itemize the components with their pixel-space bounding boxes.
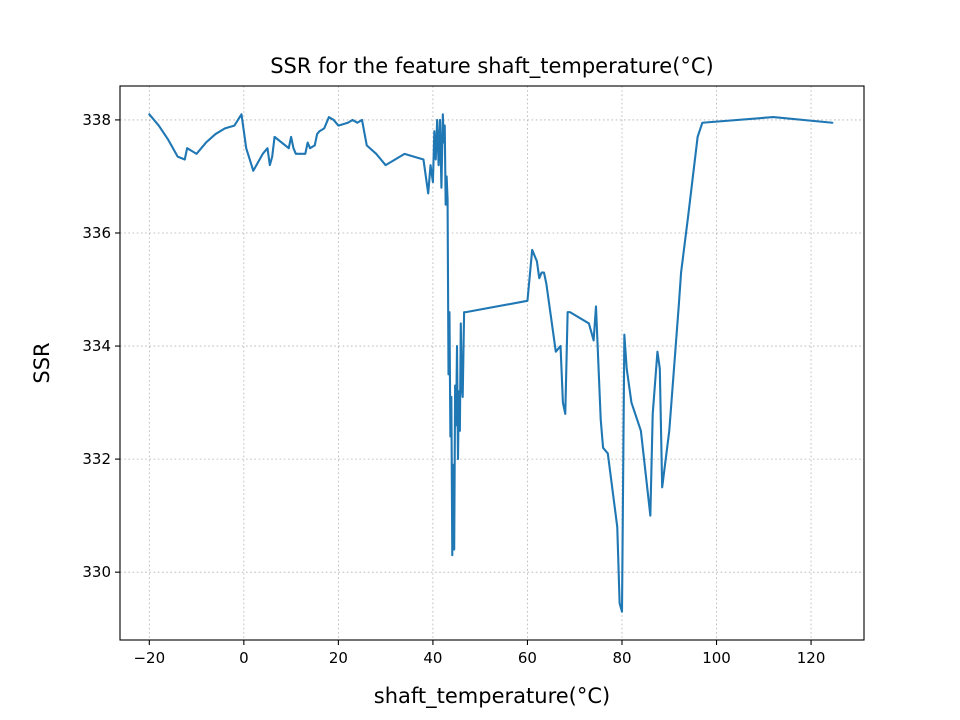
series-line <box>148 113 834 613</box>
x-tick-label: 100 <box>702 649 731 667</box>
x-tick-label: 60 <box>518 649 537 667</box>
y-tick-label: 336 <box>82 224 111 242</box>
plot-frame <box>119 85 865 641</box>
y-tick-label: 338 <box>82 111 111 129</box>
x-tick-label: 0 <box>239 649 249 667</box>
x-tick-label: 80 <box>612 649 631 667</box>
y-tick-label: 332 <box>82 450 111 468</box>
chart-title: SSR for the feature shaft_temperature(°C… <box>270 54 714 79</box>
y-axis: 330 332 334 336 338 <box>82 111 120 581</box>
x-tick-label: 120 <box>797 649 826 667</box>
y-axis-label: SSR <box>30 342 54 383</box>
x-tick-label: 40 <box>423 649 442 667</box>
grid <box>120 86 864 640</box>
y-tick-label: 330 <box>82 563 111 581</box>
series <box>148 113 834 613</box>
x-axis-label: shaft_temperature(°C) <box>374 684 610 709</box>
x-axis: −20 0 20 40 60 80 100 120 <box>133 640 825 667</box>
x-tick-label: −20 <box>133 649 165 667</box>
y-tick-label: 334 <box>82 337 111 355</box>
x-tick-label: 20 <box>329 649 348 667</box>
